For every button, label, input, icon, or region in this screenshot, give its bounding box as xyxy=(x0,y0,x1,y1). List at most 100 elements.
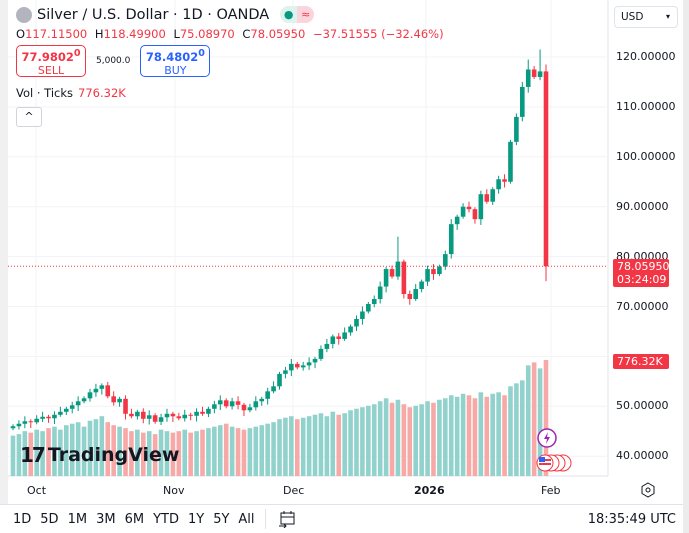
left-border xyxy=(0,0,8,505)
volume-bar xyxy=(253,426,259,476)
volume-bar xyxy=(389,402,395,476)
range-3m[interactable]: 3M xyxy=(96,511,116,527)
volume-bar xyxy=(407,407,413,476)
us-flag-events-icon xyxy=(536,454,572,472)
volume-bar xyxy=(371,404,377,476)
volume-legend: Vol · Ticks 776.32K xyxy=(16,86,126,100)
change-value: −37.51555 (−32.46%) xyxy=(312,27,444,41)
candle-body xyxy=(164,413,170,418)
volume-bar xyxy=(164,431,170,476)
volume-bar xyxy=(342,413,347,476)
candle-body xyxy=(360,311,365,319)
range-6m[interactable]: 6M xyxy=(124,511,145,527)
last-volume-label: 776.32K xyxy=(613,354,669,369)
volume-bar xyxy=(484,396,490,476)
volume-bar xyxy=(135,429,140,476)
candle-body xyxy=(371,299,377,305)
event-markers[interactable] xyxy=(536,428,586,478)
tradingview-logo[interactable]: 17 TradingView xyxy=(20,443,180,467)
candle-body xyxy=(537,71,543,77)
lightning-icon xyxy=(537,428,557,448)
buy-button[interactable]: 78.48020 BUY xyxy=(140,45,211,77)
time-tick: Feb xyxy=(541,484,561,497)
volume-bar xyxy=(502,395,507,476)
tv-logo-icon: 17 xyxy=(20,443,46,467)
volume-bar xyxy=(531,362,537,476)
volume-bar xyxy=(111,425,116,476)
market-status-badge[interactable]: ● ≈ xyxy=(280,6,315,23)
candle-body xyxy=(10,426,16,429)
volume-bar xyxy=(419,404,424,476)
volume-bar xyxy=(366,405,371,476)
volume-bar xyxy=(188,432,193,476)
volume-bar xyxy=(75,422,81,476)
candle-body xyxy=(490,189,495,202)
volume-bar xyxy=(431,402,436,476)
candle-body xyxy=(525,69,531,87)
volume-bar xyxy=(514,383,519,476)
volume-bar xyxy=(229,426,235,476)
time-tick: Dec xyxy=(283,484,305,497)
market-open-icon: ● xyxy=(280,6,298,23)
candle-body xyxy=(58,411,63,415)
sell-button[interactable]: 77.98020 SELL xyxy=(16,45,86,77)
clock-timezone[interactable]: 18:35:49 UTC xyxy=(587,511,676,527)
candle-body xyxy=(22,421,28,424)
candle-body xyxy=(437,266,442,275)
volume-bar xyxy=(525,365,531,476)
candle-body xyxy=(472,209,478,220)
volume-bar xyxy=(478,392,484,476)
collapse-legend-button[interactable]: ^ xyxy=(16,107,42,127)
candle-body xyxy=(111,396,116,403)
range-all[interactable]: All xyxy=(238,511,255,527)
volume-bar xyxy=(377,401,383,476)
volume-bar xyxy=(58,429,63,476)
candle-body xyxy=(158,417,164,422)
volume-bar xyxy=(283,417,288,476)
volume-bar xyxy=(460,393,466,476)
candle-body xyxy=(182,414,188,419)
order-quantity[interactable]: 5,000.0 xyxy=(96,56,131,66)
price-tick: 110.00000 xyxy=(616,99,676,113)
currency-select[interactable]: USD ▾ xyxy=(614,6,678,28)
candle-body xyxy=(283,370,288,374)
volume-bar xyxy=(146,431,152,476)
candle-body xyxy=(377,286,383,300)
volume-bar xyxy=(259,425,265,476)
candle-body xyxy=(401,261,407,295)
range-5y[interactable]: 5Y xyxy=(213,511,230,527)
candle-body xyxy=(383,269,389,287)
range-5d[interactable]: 5D xyxy=(40,511,59,527)
settings-icon[interactable] xyxy=(641,482,655,498)
candle-body xyxy=(206,408,211,414)
candle-body xyxy=(324,343,330,349)
volume-bar xyxy=(170,432,176,476)
candle-body xyxy=(531,69,537,77)
candle-body xyxy=(34,418,39,423)
candle-body xyxy=(217,400,223,405)
price-chart[interactable] xyxy=(0,0,689,505)
range-1m[interactable]: 1M xyxy=(67,511,88,527)
candle-body xyxy=(135,411,140,417)
candle-body xyxy=(312,358,318,363)
range-1y[interactable]: 1Y xyxy=(187,511,205,527)
candle-body xyxy=(478,194,484,220)
goto-date-icon[interactable] xyxy=(278,510,296,528)
candle-body xyxy=(129,413,134,417)
volume-bar xyxy=(383,398,389,476)
scrollbar[interactable] xyxy=(683,0,689,533)
silver-symbol-icon xyxy=(16,6,32,23)
candle-body xyxy=(460,206,466,217)
volume-bar xyxy=(336,414,342,476)
volume-bar xyxy=(217,425,223,476)
symbol-title[interactable]: Silver / U.S. Dollar · 1D · OANDA xyxy=(37,6,270,23)
volume-bar xyxy=(40,431,45,476)
range-ytd[interactable]: YTD xyxy=(153,511,179,527)
range-1d[interactable]: 1D xyxy=(13,511,32,527)
volume-bar xyxy=(200,429,205,476)
candle-body xyxy=(81,398,87,402)
candle-body xyxy=(235,401,241,405)
volume-bar xyxy=(490,393,495,476)
candle-body xyxy=(502,179,507,182)
volume-bar xyxy=(176,431,182,476)
